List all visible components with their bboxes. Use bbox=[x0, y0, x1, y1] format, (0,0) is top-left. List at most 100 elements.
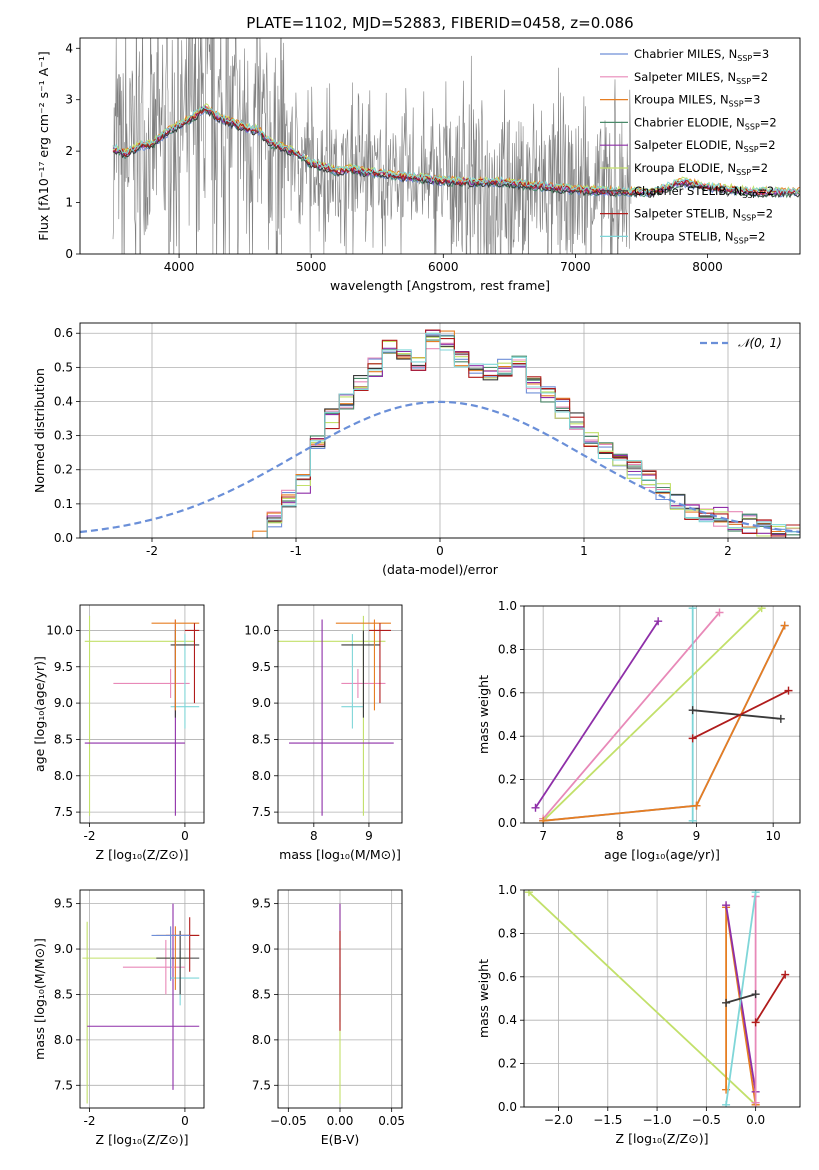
model-line bbox=[112, 108, 800, 197]
weight-point bbox=[757, 606, 766, 613]
weight-point bbox=[751, 990, 760, 999]
data-spectrum-line bbox=[112, 38, 632, 254]
y-tick-label: 1.0 bbox=[498, 599, 517, 613]
x-tick-label: 8000 bbox=[692, 260, 723, 274]
weight-line bbox=[543, 625, 786, 822]
weight-line bbox=[725, 993, 756, 1004]
axes-frame bbox=[79, 37, 801, 255]
x-tick-label: -2 bbox=[84, 829, 96, 843]
y-tick-label: 8.5 bbox=[54, 732, 73, 746]
y-tick-label: 0.8 bbox=[498, 642, 517, 656]
axes-frame bbox=[523, 605, 801, 824]
y-tick-label: 0.0 bbox=[54, 531, 73, 545]
y-tick-label: 9.0 bbox=[252, 696, 271, 710]
legend-label: Kroupa STELIB, NSSP=2 bbox=[634, 229, 765, 245]
plot-mass-vs-Z: -2 0 7.5 8.0 8.5 9.0 9.5 Z [log₁₀(Z/Z⊙)] mass [l… bbox=[32, 889, 205, 1147]
x-tick-label: -2 bbox=[84, 1114, 96, 1128]
y-tick-label: 0.2 bbox=[54, 463, 73, 477]
y-tick-label: 8.5 bbox=[252, 732, 271, 746]
x-axis-label: (data-model)/error bbox=[382, 562, 499, 577]
legend-label: Chabrier ELODIE, NSSP=2 bbox=[634, 115, 777, 131]
weight-point bbox=[715, 608, 724, 617]
axes-frame bbox=[79, 322, 801, 539]
y-tick-label: 9.5 bbox=[54, 660, 73, 674]
plot-mass-vs-EBV: −0.05 0.00 0.05 7.5 8.0 8.5 9.0 9.5 E(B-V) bbox=[252, 889, 405, 1147]
weight-point bbox=[751, 1018, 760, 1027]
x-tick-label: 0.00 bbox=[327, 1114, 354, 1128]
y-axis-label: mass [log₁₀(M/M⊙)] bbox=[32, 938, 47, 1060]
plot-area bbox=[84, 615, 200, 816]
x-axis-label: E(B-V) bbox=[321, 1132, 360, 1147]
x-tick-label: 9 bbox=[693, 829, 701, 843]
weight-point bbox=[688, 734, 697, 743]
plot-area bbox=[82, 903, 200, 1104]
x-tick-label: 8 bbox=[310, 829, 318, 843]
x-tick-label: 10 bbox=[766, 829, 781, 843]
plot-area bbox=[278, 615, 394, 816]
y-tick-label: 3 bbox=[65, 93, 73, 107]
plot-age-vs-mass: 8 9 7.5 8.0 8.5 9.0 9.5 10.0 mass [log₁₀(M/M⊙)] bbox=[244, 604, 403, 862]
x-axis-label: Z [log₁₀(Z/Z⊙)] bbox=[96, 1132, 189, 1147]
axes-frame bbox=[79, 889, 205, 1109]
x-tick-label: 0.05 bbox=[378, 1114, 405, 1128]
y-tick-label: 0.4 bbox=[498, 729, 517, 743]
legend-label: Salpeter STELIB, NSSP=2 bbox=[634, 207, 773, 223]
y-tick-label: 0.6 bbox=[498, 970, 517, 984]
y-tick-label: 0.6 bbox=[54, 326, 73, 340]
y-tick-label: 9.5 bbox=[252, 897, 271, 911]
x-tick-label: 4000 bbox=[164, 260, 195, 274]
weight-line bbox=[528, 891, 757, 1106]
y-tick-label: 9.5 bbox=[252, 660, 271, 674]
y-tick-label: 1.0 bbox=[498, 883, 517, 897]
y-tick-label: 0.2 bbox=[498, 1057, 517, 1071]
y-tick-label: 10.0 bbox=[46, 623, 73, 637]
x-tick-label: 0 bbox=[436, 544, 444, 558]
weight-point bbox=[776, 714, 785, 723]
y-tick-label: 7.5 bbox=[54, 1078, 73, 1092]
axes-frame bbox=[277, 604, 403, 824]
axes-frame bbox=[277, 889, 403, 1109]
y-tick-label: 7.5 bbox=[252, 805, 271, 819]
y-tick-label: 8.5 bbox=[252, 987, 271, 1001]
legend: 𝒩(0, 1) bbox=[700, 336, 782, 350]
weight-point bbox=[524, 890, 533, 897]
y-tick-label: 4 bbox=[65, 41, 73, 55]
y-tick-label: 1 bbox=[65, 196, 73, 210]
weight-point bbox=[654, 617, 663, 626]
y-tick-label: 7.5 bbox=[54, 805, 73, 819]
x-tick-label: 7 bbox=[539, 829, 547, 843]
y-tick-label: 8.0 bbox=[252, 769, 271, 783]
plot-area bbox=[80, 329, 800, 538]
x-tick-label: −0.05 bbox=[270, 1114, 307, 1128]
x-axis-label: wavelength [Angstrom, rest frame] bbox=[330, 278, 550, 293]
x-axis-label: Z [log₁₀(Z/Z⊙)] bbox=[96, 847, 189, 862]
y-axis-label: mass weight bbox=[476, 959, 491, 1038]
figure-title: PLATE=1102, MJD=52883, FIBERID=0458, z=0… bbox=[246, 14, 633, 32]
y-tick-label: 9.5 bbox=[54, 897, 73, 911]
weight-point bbox=[539, 816, 548, 823]
y-axis-label: age [log₁₀(age/yr)] bbox=[32, 656, 47, 772]
y-axis-label: Normed distribution bbox=[32, 368, 47, 493]
weight-point bbox=[780, 621, 789, 630]
plot-area bbox=[112, 38, 800, 254]
y-tick-label: 8.0 bbox=[252, 1033, 271, 1047]
model-line bbox=[112, 105, 800, 195]
y-tick-label: 10.0 bbox=[244, 623, 271, 637]
weight-line bbox=[692, 689, 789, 740]
weight-line bbox=[543, 625, 786, 822]
x-tick-label: -2 bbox=[146, 544, 158, 558]
x-tick-label: −1.0 bbox=[643, 1113, 672, 1127]
x-tick-label: 9 bbox=[365, 829, 373, 843]
legend-label: Salpeter ELODIE, NSSP=2 bbox=[634, 138, 776, 154]
legend-label: Chabrier MILES, NSSP=3 bbox=[634, 47, 769, 63]
y-tick-label: 7.5 bbox=[252, 1078, 271, 1092]
weight-point bbox=[688, 706, 697, 715]
x-tick-label: 2 bbox=[724, 544, 732, 558]
y-tick-label: 0.3 bbox=[54, 429, 73, 443]
gaussian-curve bbox=[80, 400, 800, 534]
x-axis-label: mass [log₁₀(M/M⊙)] bbox=[279, 847, 401, 862]
legend-label: Salpeter MILES, NSSP=2 bbox=[634, 70, 768, 86]
plot-area bbox=[531, 606, 793, 823]
y-tick-label: 0 bbox=[65, 247, 73, 261]
y-tick-label: 0.6 bbox=[498, 686, 517, 700]
